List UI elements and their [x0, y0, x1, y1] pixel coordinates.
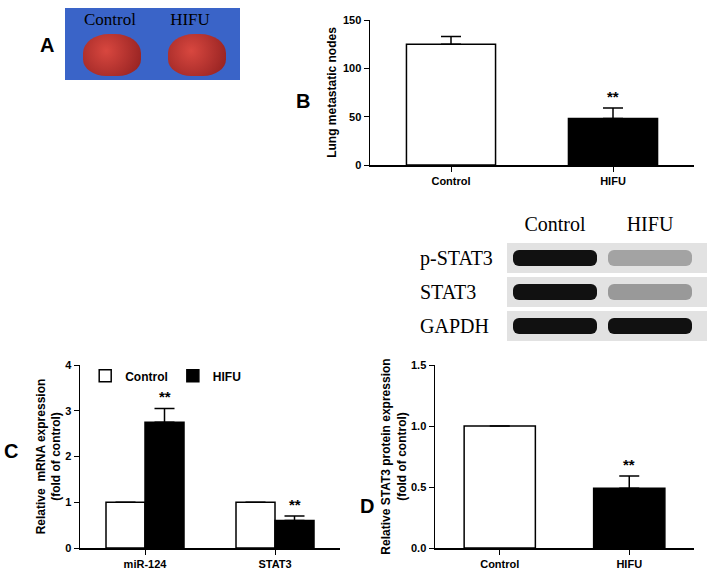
svg-text:HIFU: HIFU [600, 175, 626, 187]
svg-text:**: ** [607, 88, 619, 105]
svg-text:HIFU: HIFU [616, 558, 642, 570]
svg-text:GAPDH: GAPDH [420, 315, 489, 337]
svg-text:0: 0 [65, 542, 71, 554]
svg-text:Lung metastatic nodes: Lung metastatic nodes [325, 27, 339, 158]
svg-text:3: 3 [65, 405, 71, 417]
svg-text:100: 100 [343, 62, 361, 74]
svg-text:1: 1 [65, 496, 71, 508]
svg-text:**: ** [159, 388, 171, 405]
svg-text:4: 4 [65, 359, 72, 371]
svg-text:HIFU: HIFU [213, 370, 241, 384]
html-text:HIFU: HIFU [170, 10, 210, 29]
svg-text:2: 2 [65, 450, 71, 462]
svg-text:STAT3: STAT3 [420, 281, 476, 303]
html-text:B: B [296, 90, 311, 112]
svg-text:HIFU: HIFU [627, 213, 674, 235]
svg-text:Control: Control [125, 370, 168, 384]
svg-text:Relative STAT3 protein express: Relative STAT3 protein expression(fold o… [379, 358, 409, 554]
svg-text:**: ** [289, 496, 301, 513]
svg-text:1.0: 1.0 [411, 420, 426, 432]
svg-text:Control: Control [431, 175, 470, 187]
svg-text:0: 0 [355, 159, 361, 171]
html-text:A: A [40, 34, 55, 56]
svg-text:0.5: 0.5 [411, 481, 426, 493]
svg-text:**: ** [623, 456, 635, 473]
svg-text:Control: Control [480, 558, 519, 570]
svg-text:Control: Control [524, 213, 586, 235]
html-text:D: D [360, 495, 375, 517]
svg-text:miR-124: miR-124 [124, 558, 168, 570]
svg-text:150: 150 [343, 14, 361, 26]
html-text:Control: Control [84, 10, 136, 29]
svg-text:50: 50 [349, 111, 361, 123]
svg-text:1.5: 1.5 [411, 359, 426, 371]
svg-text:0.0: 0.0 [411, 542, 426, 554]
html-text:C: C [4, 440, 19, 462]
svg-text:STAT3: STAT3 [258, 558, 291, 570]
svg-text:p-STAT3: p-STAT3 [420, 247, 493, 270]
svg-text:Relative mRNA expression(fold: Relative mRNA expression(fold of control… [34, 379, 64, 535]
